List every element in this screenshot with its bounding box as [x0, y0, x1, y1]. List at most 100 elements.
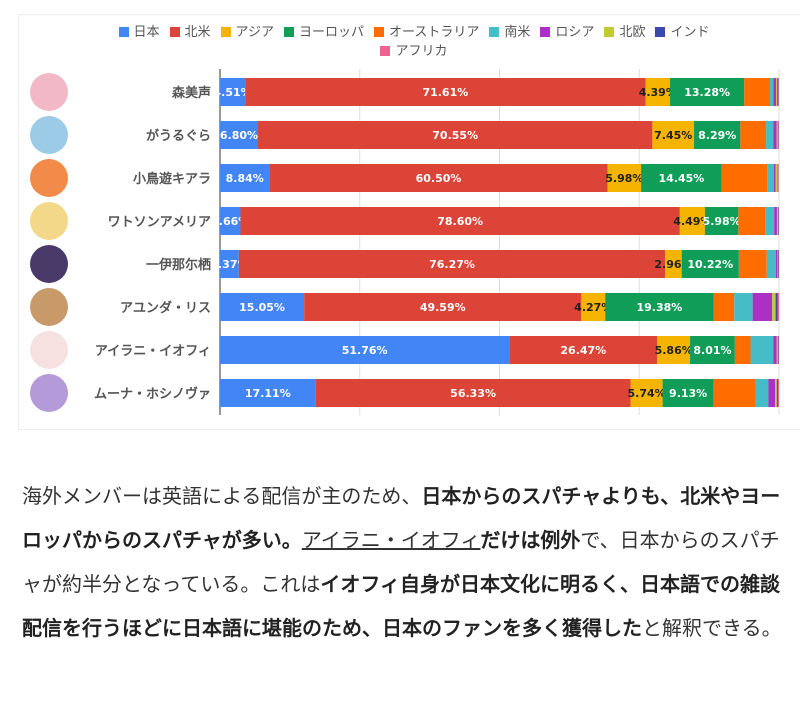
bold-text: イオフィ自身が日本文化に明るく、日本語での雑談配信を行うほどに日本語に堪能のため… [22, 572, 781, 640]
category-label: ムーナ・ホシノヴァ [94, 386, 211, 402]
legend-item[interactable]: アジア [220, 23, 275, 42]
legend-label: ヨーロッパ [299, 25, 365, 40]
underlined-text: アイラニ・イオフィ [301, 528, 481, 552]
legend-label: アフリカ [395, 44, 448, 59]
bar-segment [630, 379, 663, 407]
data-label: 5.98% [703, 215, 741, 228]
bar-segment [304, 293, 582, 321]
bar-segment [738, 250, 767, 278]
bar-segment [755, 379, 769, 407]
category-label: 森美声 [172, 85, 211, 101]
legend-label: 北米 [184, 25, 211, 40]
data-label: 8.29% [698, 129, 736, 142]
legend-item[interactable]: ヨーロッパ [284, 23, 364, 42]
legend-label: インド [670, 25, 710, 40]
legend-item[interactable]: ロシア [540, 23, 594, 42]
bar-segment [778, 336, 779, 364]
bar-segment [765, 207, 775, 235]
bar-segment [777, 250, 779, 278]
chart-legend: 日本 北米 アジア ヨーロッパ オーストラリア 南米 ロシア 北欧 インドアフリカ [19, 23, 800, 61]
bar-segment [220, 121, 259, 149]
category-label: 小鳥遊キアラ [133, 171, 211, 187]
data-label: 4.49% [673, 215, 711, 228]
data-label: 49.59% [420, 301, 466, 314]
data-label: 78.60% [437, 215, 483, 228]
avatar [30, 331, 68, 369]
legend-item[interactable]: 南米 [489, 23, 530, 42]
bar-segment [220, 78, 246, 106]
bar-segment [767, 164, 774, 192]
bar-segment [777, 121, 779, 149]
legend-label: アジア [235, 25, 275, 40]
data-label: 5.74% [627, 387, 665, 400]
bar-segment [607, 164, 642, 192]
bar-segment [679, 207, 705, 235]
avatar [30, 374, 68, 412]
data-label: 71.61% [422, 86, 468, 99]
legend-label: 北欧 [619, 25, 646, 40]
legend-item[interactable]: 北欧 [604, 23, 645, 42]
legend-item[interactable]: アフリカ [380, 42, 448, 61]
data-label: 51.76% [342, 344, 388, 357]
bar-segment [775, 164, 778, 192]
bar-segment [770, 78, 774, 106]
bar-segment [775, 250, 778, 278]
bar-segment [752, 293, 773, 321]
data-label: 5.98% [605, 172, 643, 185]
legend-item[interactable]: オーストラリア [374, 23, 479, 42]
bar-segment [773, 164, 776, 192]
bar-segment [509, 336, 658, 364]
bar-segment [778, 121, 779, 149]
data-label: 56.33% [450, 387, 496, 400]
data-label: 60.50% [416, 172, 462, 185]
legend-label: ロシア [555, 25, 595, 40]
data-label: 70.55% [432, 129, 478, 142]
bar-segment [766, 121, 774, 149]
category-label: ワトソンアメリア [108, 215, 211, 230]
legend-swatch [169, 27, 180, 37]
avatar [30, 159, 68, 197]
bar-segment [773, 78, 777, 106]
data-label: 4.51% [214, 86, 252, 99]
legend-swatch [220, 27, 231, 37]
legend-label: オーストラリア [389, 25, 480, 40]
bar-segment [220, 336, 510, 364]
bar-segment [776, 207, 779, 235]
bar-segment [773, 336, 777, 364]
data-label: 15.05% [239, 301, 285, 314]
bar-segment [777, 164, 779, 192]
data-label: 3.66% [211, 215, 249, 228]
legend-item[interactable]: 北米 [169, 23, 211, 42]
bar-segment [652, 121, 695, 149]
bar-segment [315, 379, 631, 407]
data-label: 6.80% [220, 129, 258, 142]
legend-item[interactable]: 日本 [118, 23, 160, 42]
category-label: 一伊那尓栖 [146, 257, 211, 273]
bar-segment [778, 78, 779, 106]
avatar [30, 288, 68, 326]
avatar [30, 202, 68, 240]
bar-segment [641, 164, 722, 192]
bar-segment [768, 379, 776, 407]
legend-label: 南米 [504, 25, 531, 40]
bar-segment [721, 164, 768, 192]
avatar [30, 73, 68, 111]
bar-segment [776, 379, 778, 407]
plot-area: 森美声 4.51% 71.61% 4.39% 13.28% がうるぐら 6.80% 70.55… [30, 69, 780, 415]
bar-segment [220, 293, 305, 321]
legend-swatch [655, 27, 666, 37]
stacked-bar-chart: 日本 北米 アジア ヨーロッパ オーストラリア 南米 ロシア 北欧 インドアフリカ 森美声 4.5… [18, 14, 800, 430]
data-label: 10.22% [687, 258, 733, 271]
legend-item[interactable]: インド [655, 23, 709, 42]
data-label: 17.11% [245, 387, 291, 400]
bar-segment [734, 293, 753, 321]
bar-segment [258, 121, 653, 149]
avatar [30, 245, 68, 283]
bar-segment [704, 207, 739, 235]
data-label: 4.39% [639, 86, 677, 99]
bar-segment [681, 250, 739, 278]
data-label: 7.45% [654, 129, 692, 142]
bar-segment [744, 78, 771, 106]
bar-segment [240, 207, 680, 235]
legend-swatch [380, 46, 391, 56]
